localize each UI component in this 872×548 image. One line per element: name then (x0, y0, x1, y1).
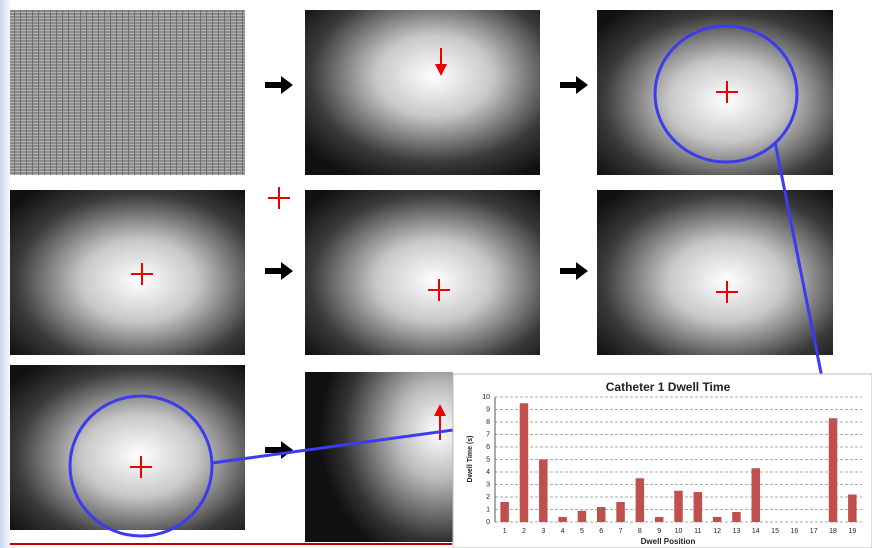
bar (636, 478, 644, 522)
y-tick-label: 2 (486, 494, 490, 501)
bar (829, 418, 837, 522)
x-tick-label: 17 (810, 528, 818, 535)
x-tick-label: 10 (675, 528, 683, 535)
image (305, 372, 453, 542)
bar (694, 492, 702, 522)
x-tick-label: 7 (619, 528, 623, 535)
page: Catheter 1 Dwell Time Dwell Position Dwe… (0, 0, 872, 548)
x-tick-label: 15 (771, 528, 779, 535)
bar (616, 502, 624, 522)
bar (848, 495, 856, 523)
x-axis-label: Dwell Position (641, 537, 696, 546)
chart: Catheter 1 Dwell Time Dwell Position Dwe… (453, 374, 872, 548)
image (305, 190, 540, 355)
x-tick-label: 16 (790, 528, 798, 535)
bar (558, 517, 566, 522)
x-tick-label: 11 (694, 528, 701, 535)
x-tick-label: 3 (541, 528, 545, 535)
bar (655, 517, 663, 522)
x-tick-label: 8 (638, 528, 642, 535)
x-tick-label: 5 (580, 528, 584, 535)
x-tick-label: 2 (522, 528, 526, 535)
x-tick-label: 6 (599, 528, 603, 535)
y-tick-label: 1 (486, 506, 490, 513)
bar (597, 507, 605, 522)
raw-image (10, 10, 245, 175)
x-tick-label: 9 (657, 528, 661, 535)
x-tick-label: 13 (733, 528, 741, 535)
bar (674, 491, 682, 522)
step-arrow (560, 262, 588, 280)
y-tick-label: 9 (486, 406, 490, 413)
bar (713, 517, 721, 522)
bar (520, 403, 528, 522)
y-tick-label: 7 (486, 431, 490, 438)
y-tick-label: 6 (486, 444, 490, 451)
x-tick-label: 4 (561, 528, 565, 535)
bar (500, 502, 508, 522)
y-tick-label: 8 (486, 419, 490, 426)
bar (752, 468, 760, 522)
crosshair (268, 187, 290, 209)
image (305, 10, 540, 175)
x-tick-label: 14 (752, 528, 760, 535)
x-tick-label: 12 (713, 528, 721, 535)
step-arrow (265, 76, 293, 94)
step-arrow (265, 262, 293, 280)
x-tick-label: 18 (829, 528, 837, 535)
image (10, 190, 245, 355)
y-tick-label: 3 (486, 481, 490, 488)
x-tick-label: 1 (503, 528, 507, 535)
y-axis-label: Dwell Time (s) (467, 436, 474, 483)
x-tick-label: 19 (848, 528, 856, 535)
chart-title: Catheter 1 Dwell Time (606, 380, 731, 394)
y-tick-label: 10 (482, 394, 490, 401)
bar (578, 511, 586, 522)
bar (732, 512, 740, 522)
step-arrow (560, 76, 588, 94)
y-tick-label: 5 (486, 456, 490, 463)
bar (539, 460, 547, 523)
image (597, 190, 833, 355)
y-tick-label: 0 (486, 519, 490, 526)
y-tick-label: 4 (486, 469, 490, 476)
